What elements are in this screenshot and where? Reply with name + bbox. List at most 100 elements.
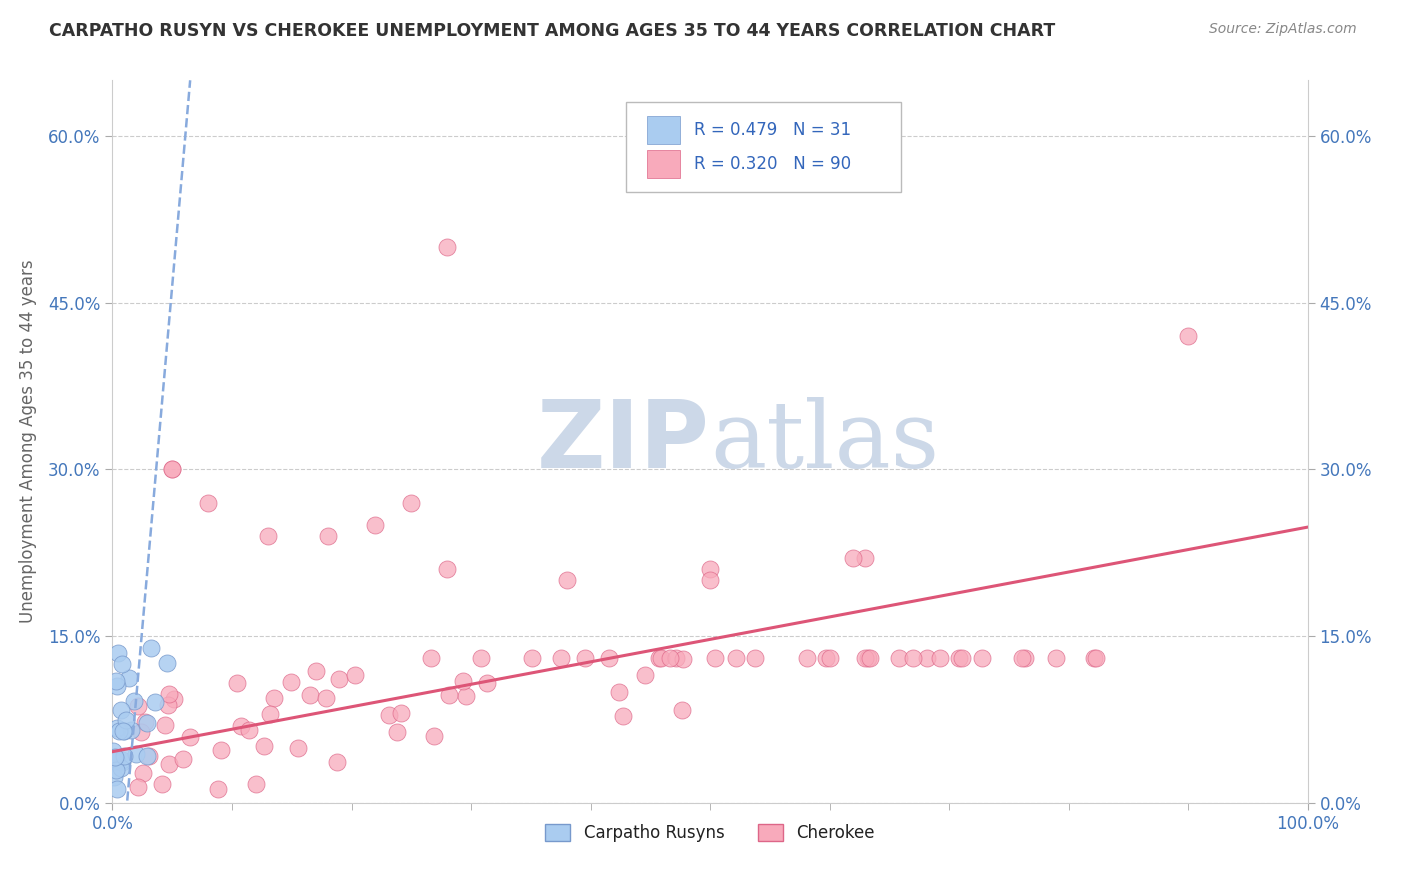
Point — [522, 651, 544, 665]
Point — [132, 765, 155, 780]
Point — [163, 691, 186, 706]
Point — [814, 651, 837, 665]
Point — [859, 651, 882, 665]
Point — [477, 676, 499, 690]
Point — [103, 750, 125, 764]
Point — [114, 713, 136, 727]
Point — [671, 703, 693, 717]
Point — [129, 725, 152, 739]
Point — [263, 690, 285, 705]
Point — [111, 657, 134, 671]
Point — [127, 699, 149, 714]
Point — [150, 777, 173, 791]
Point — [125, 747, 148, 761]
Point — [470, 651, 492, 665]
Bar — [647, 151, 681, 178]
Point — [105, 781, 128, 796]
Point — [112, 748, 135, 763]
Point — [112, 724, 135, 739]
Point — [326, 755, 349, 769]
Point — [928, 651, 950, 665]
Point — [650, 651, 672, 665]
Point — [887, 651, 910, 665]
Point — [157, 687, 180, 701]
Point — [451, 673, 474, 688]
Point — [231, 719, 253, 733]
Point — [437, 688, 460, 702]
Point — [672, 651, 695, 665]
Point — [179, 730, 201, 744]
Point — [436, 240, 458, 254]
Point — [197, 496, 219, 510]
Point — [153, 717, 176, 731]
Point — [1084, 651, 1107, 665]
Point — [120, 723, 142, 737]
Point — [108, 724, 131, 739]
Point — [454, 690, 477, 704]
Point — [157, 756, 180, 771]
Point — [207, 782, 229, 797]
Point — [104, 753, 127, 767]
Point — [209, 743, 232, 757]
Point — [172, 752, 194, 766]
FancyBboxPatch shape — [627, 102, 901, 193]
Text: CARPATHO RUSYN VS CHEROKEE UNEMPLOYMENT AMONG AGES 35 TO 44 YEARS CORRELATION CH: CARPATHO RUSYN VS CHEROKEE UNEMPLOYMENT … — [49, 22, 1056, 40]
Point — [105, 679, 128, 693]
Point — [842, 551, 865, 566]
Point — [225, 676, 247, 690]
Point — [1011, 651, 1033, 665]
Point — [724, 651, 747, 665]
Point — [853, 651, 876, 665]
Point — [699, 562, 721, 576]
Point — [156, 698, 179, 712]
Point — [252, 739, 274, 754]
Point — [156, 656, 179, 670]
Point — [917, 651, 939, 665]
Bar — [647, 116, 681, 144]
Point — [101, 751, 124, 765]
Point — [420, 651, 443, 665]
Point — [607, 685, 630, 699]
Point — [612, 709, 634, 723]
Point — [952, 651, 974, 665]
Point — [305, 665, 328, 679]
Point — [112, 724, 135, 739]
Point — [436, 562, 458, 576]
Y-axis label: Unemployment Among Ages 35 to 44 years: Unemployment Among Ages 35 to 44 years — [20, 260, 37, 624]
Point — [796, 651, 818, 665]
Point — [145, 695, 167, 709]
Point — [401, 496, 423, 510]
Point — [299, 688, 322, 702]
Point — [574, 651, 596, 665]
Point — [665, 651, 688, 665]
Point — [110, 703, 132, 717]
Text: R = 0.479   N = 31: R = 0.479 N = 31 — [695, 121, 852, 139]
Point — [257, 529, 280, 543]
Point — [550, 651, 572, 665]
Point — [118, 671, 141, 685]
Point — [901, 651, 924, 665]
Point — [105, 673, 128, 688]
Point — [1045, 651, 1067, 665]
Point — [105, 764, 128, 778]
Point — [555, 574, 578, 588]
Point — [328, 672, 350, 686]
Point — [103, 770, 125, 784]
Point — [138, 749, 160, 764]
Point — [704, 651, 727, 665]
Point — [658, 651, 681, 665]
Point — [287, 741, 309, 756]
Text: R = 0.320   N = 90: R = 0.320 N = 90 — [695, 155, 852, 173]
Point — [103, 744, 125, 758]
Point — [162, 462, 183, 476]
Point — [820, 651, 842, 665]
Point — [1083, 651, 1105, 665]
Point — [139, 641, 162, 656]
Point — [343, 668, 366, 682]
Point — [385, 725, 408, 739]
Point — [238, 723, 260, 738]
Point — [280, 675, 302, 690]
Text: Source: ZipAtlas.com: Source: ZipAtlas.com — [1209, 22, 1357, 37]
Point — [245, 777, 267, 791]
Point — [136, 748, 159, 763]
